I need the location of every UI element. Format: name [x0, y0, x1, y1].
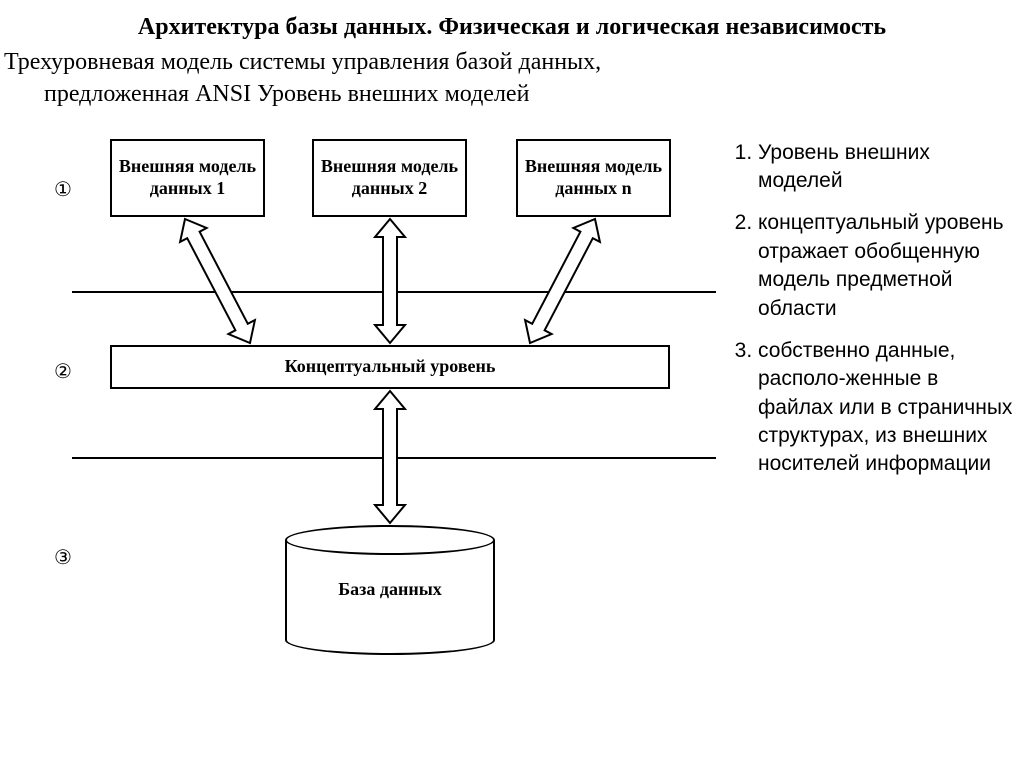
double-arrow-2 [375, 219, 405, 343]
double-arrow-3 [525, 219, 600, 343]
page-subtitle: Трехуровневая модель системы управления … [0, 42, 1024, 111]
subtitle-line-1: Трехуровневая модель системы управления … [4, 49, 601, 75]
list-item-3: собственно данные, располо-женные в файл… [758, 337, 1016, 479]
double-arrow-1 [180, 219, 255, 343]
content-row: ① ② ③ Внешняя модель данных 1 Внешняя мо… [0, 111, 1024, 687]
ansi-diagram: ① ② ③ Внешняя модель данных 1 Внешняя мо… [0, 127, 730, 687]
double-arrow-4 [375, 391, 405, 523]
description-list: Уровень внешних моделей концептуальный у… [730, 127, 1024, 687]
subtitle-line-2: предложенная ANSI Уровень внешних моделе… [4, 78, 529, 110]
list-item-1: Уровень внешних моделей [758, 139, 1016, 196]
page-title: Архитектура базы данных. Физическая и ло… [0, 0, 1024, 42]
list-item-2: концептуальный уровень отражает обобщенн… [758, 209, 1016, 322]
arrows-layer [0, 127, 730, 687]
